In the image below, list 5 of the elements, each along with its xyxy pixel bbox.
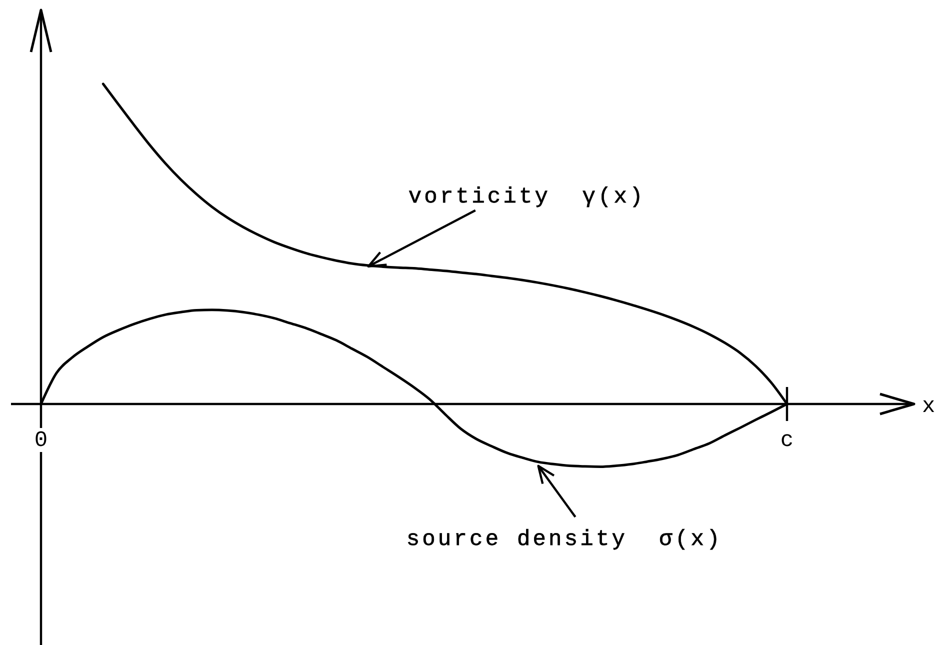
x-tick-label: c — [780, 428, 794, 453]
x-tick-label: 0 — [34, 428, 48, 453]
legend-label: source density σ(x) — [406, 526, 722, 552]
text: vorticity γ(x) — [408, 184, 646, 210]
text: x — [922, 394, 936, 419]
